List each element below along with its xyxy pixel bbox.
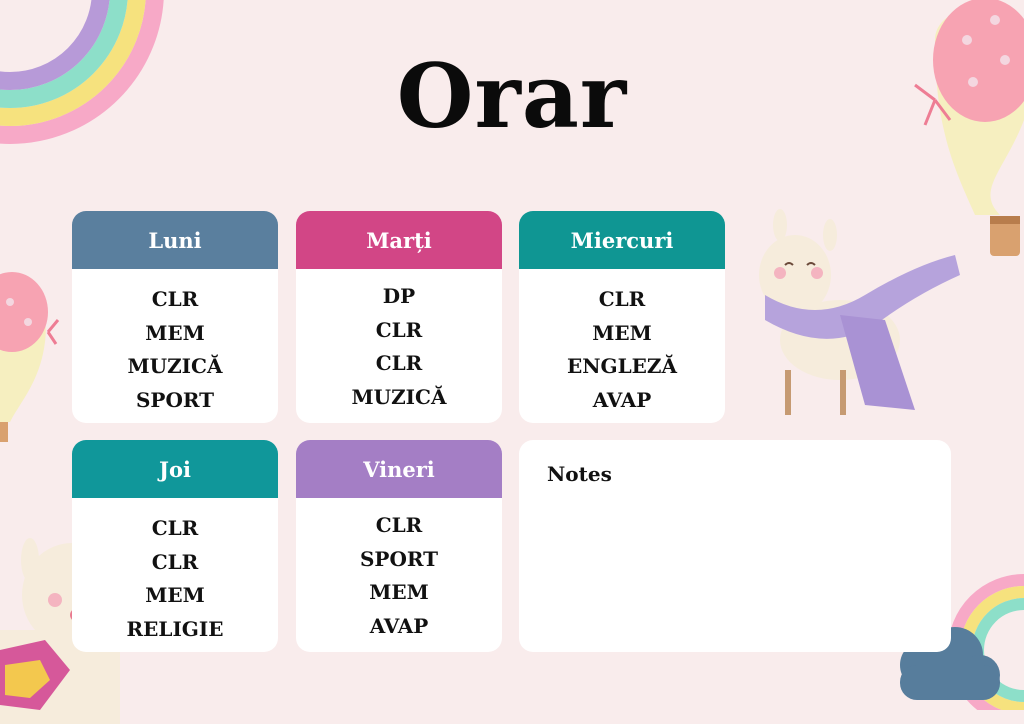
subject-list: CLR CLR MEM RELIGIE bbox=[72, 498, 278, 646]
subject-item: AVAP bbox=[369, 613, 429, 638]
subject-list: CLR SPORT MEM AVAP bbox=[296, 498, 502, 643]
day-card-miercuri: Miercuri CLR MEM ENGLEZĂ AVAP bbox=[519, 211, 725, 423]
subject-item: CLR bbox=[598, 287, 646, 311]
subject-item: CLR bbox=[375, 513, 423, 537]
subject-item: MUZICĂ bbox=[127, 354, 223, 378]
day-card-vineri: Vineri CLR SPORT MEM AVAP bbox=[296, 440, 502, 652]
subject-list: DP CLR CLR MUZICĂ bbox=[296, 269, 502, 414]
day-header: Vineri bbox=[296, 440, 502, 498]
day-header: Joi bbox=[72, 440, 278, 498]
subject-item: CLR bbox=[151, 516, 199, 540]
subject-item: MEM bbox=[369, 580, 429, 604]
subject-item: MEM bbox=[145, 583, 205, 607]
subject-item: CLR bbox=[375, 317, 423, 342]
subject-item: CLR bbox=[375, 351, 423, 375]
day-card-luni: Luni CLR MEM MUZICĂ SPORT bbox=[72, 211, 278, 423]
subject-item: MEM bbox=[592, 320, 652, 345]
subject-item: MUZICĂ bbox=[351, 384, 447, 409]
subject-item: ENGLEZĂ bbox=[566, 354, 678, 378]
day-card-marti: Marți DP CLR CLR MUZICĂ bbox=[296, 211, 502, 423]
subject-item: SPORT bbox=[135, 387, 215, 412]
subject-list: CLR MEM ENGLEZĂ AVAP bbox=[519, 269, 725, 417]
page-title: Orar bbox=[396, 44, 628, 148]
notes-box[interactable]: Notes bbox=[519, 440, 951, 652]
llama-with-scarf-icon bbox=[759, 209, 960, 415]
subject-item: MEM bbox=[145, 320, 205, 345]
hot-air-balloon-icon bbox=[0, 272, 60, 442]
subject-item: RELIGIE bbox=[126, 616, 224, 641]
notes-label: Notes bbox=[547, 462, 612, 486]
subject-item: CLR bbox=[151, 549, 199, 574]
day-header: Marți bbox=[296, 211, 502, 269]
day-header: Miercuri bbox=[519, 211, 725, 269]
day-header: Luni bbox=[72, 211, 278, 269]
subject-item: SPORT bbox=[359, 546, 439, 571]
subject-item: DP bbox=[382, 284, 416, 308]
hot-air-balloon-icon bbox=[914, 0, 1024, 256]
day-card-joi: Joi CLR CLR MEM RELIGIE bbox=[72, 440, 278, 652]
subject-item: AVAP bbox=[592, 387, 652, 412]
subject-list: CLR MEM MUZICĂ SPORT bbox=[72, 269, 278, 417]
rainbow-icon bbox=[0, 0, 164, 144]
subject-item: CLR bbox=[151, 287, 199, 311]
